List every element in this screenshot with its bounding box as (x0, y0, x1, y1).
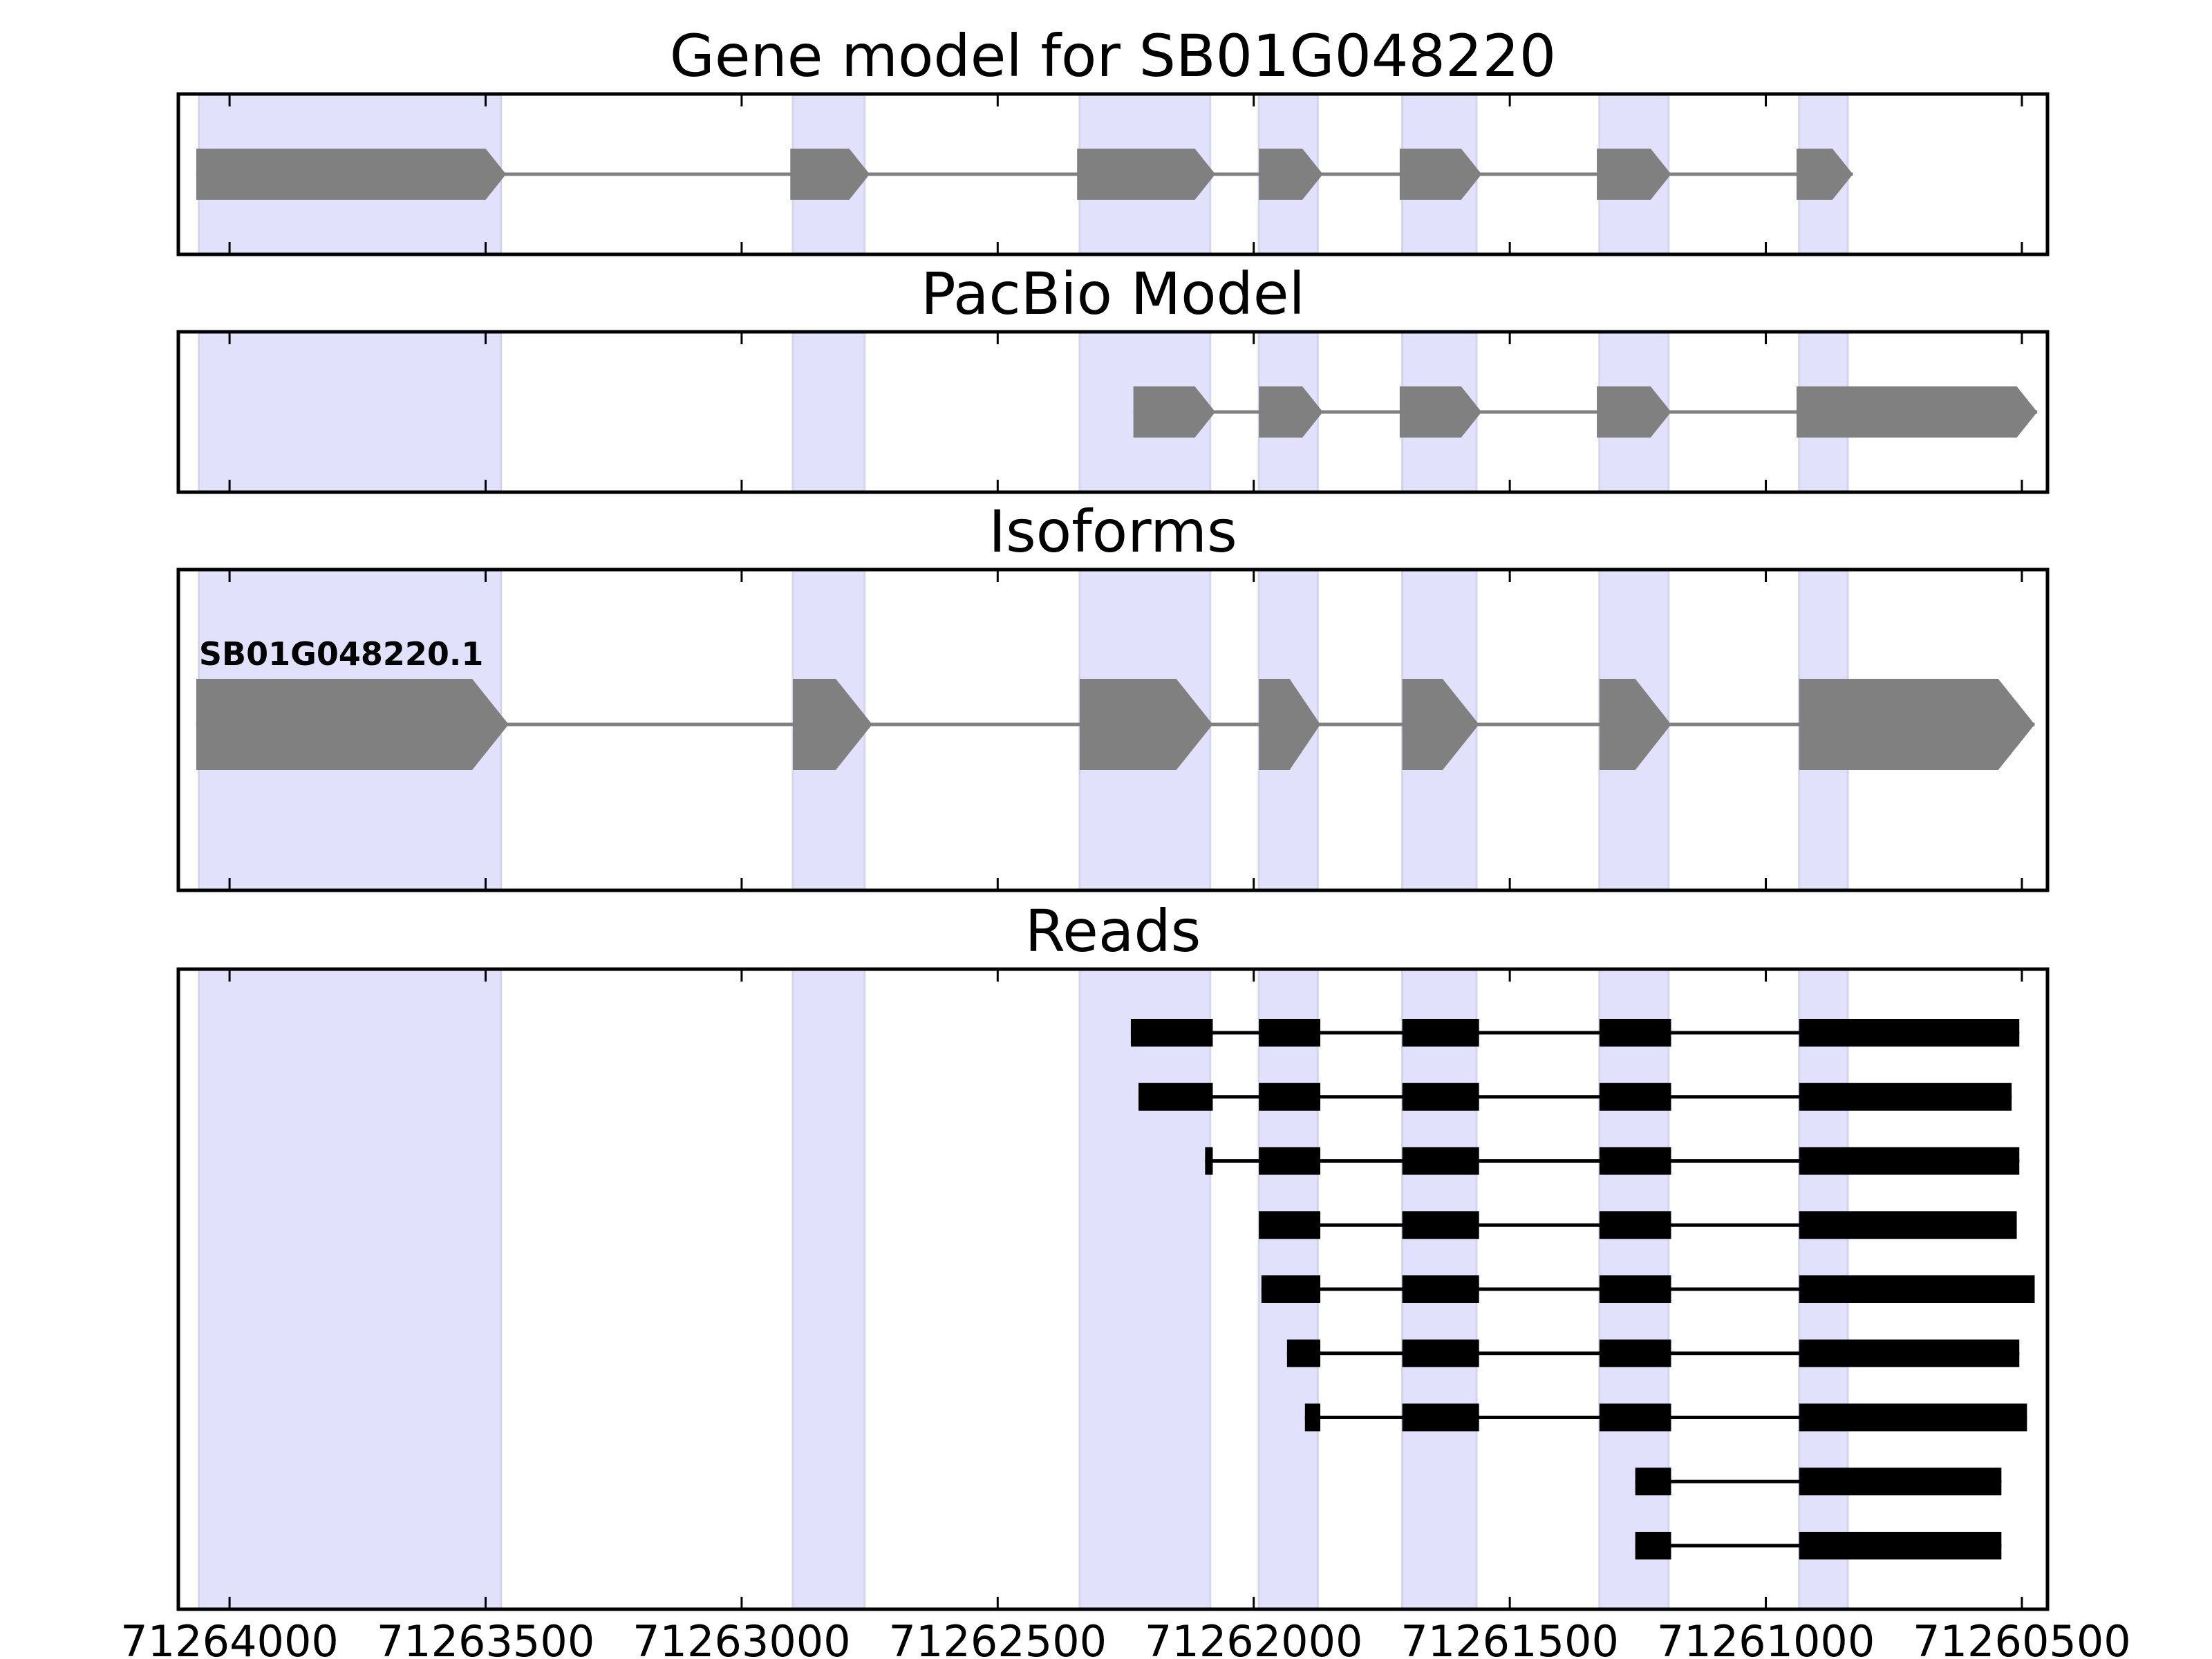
read (1635, 1468, 2002, 1496)
x-tick-label: 71261500 (1400, 1616, 1619, 1659)
read-block (1402, 1019, 1479, 1047)
panel-frame (176, 92, 2050, 256)
read-block (1599, 1339, 1671, 1367)
read-block (1599, 1211, 1671, 1239)
exon (1796, 149, 1853, 200)
read-block (1286, 1339, 1321, 1367)
panel-title: Gene model for SB01G048220 (670, 22, 1556, 90)
panel-1: Gene model for SB01G048220 (176, 22, 2050, 256)
read-block (1138, 1082, 1213, 1111)
read-block (1205, 1147, 1213, 1175)
transcript (1133, 386, 2038, 438)
read-block (1799, 1468, 2002, 1496)
read-block (1799, 1019, 2020, 1047)
exon (1079, 679, 1213, 770)
panel-title: Reads (1025, 897, 1201, 965)
read (1261, 1275, 2035, 1303)
read-block (1402, 1403, 1479, 1432)
read (1138, 1082, 2012, 1111)
exon (1259, 679, 1321, 770)
read-block (1402, 1339, 1479, 1367)
read-block (1402, 1082, 1479, 1111)
x-tick-label: 71263500 (377, 1616, 595, 1659)
read-block (1304, 1403, 1321, 1432)
read-block (1402, 1211, 1479, 1239)
read-block (1799, 1147, 2020, 1175)
read-block (1635, 1532, 1671, 1559)
exon (1796, 386, 2038, 438)
read-block (1259, 1211, 1321, 1239)
read (1286, 1339, 2020, 1367)
exon (196, 679, 509, 770)
read-block (1599, 1082, 1671, 1111)
exon (1259, 149, 1323, 200)
read (1130, 1019, 2020, 1047)
panel-frame (176, 967, 2050, 1611)
exon (1133, 386, 1216, 438)
read-block (1599, 1403, 1671, 1432)
panel-frame (176, 330, 2050, 494)
panel-3: Isoforms SB01G048220.1 (176, 498, 2050, 892)
exon (1597, 149, 1671, 200)
exon-band (791, 330, 866, 494)
read (1304, 1403, 2027, 1432)
x-tick-label: 71262000 (1145, 1616, 1363, 1659)
x-axis: 71264000 71263500 71263000 71262500 71262000… (120, 1616, 2130, 1659)
x-tick-label: 71260500 (1913, 1616, 2131, 1659)
exon (1077, 149, 1216, 200)
read-block (1799, 1275, 2035, 1303)
exon (1599, 679, 1671, 770)
exon (196, 149, 507, 200)
read-block (1261, 1275, 1321, 1303)
transcript (196, 149, 1853, 200)
panel-2: PacBio Model (176, 260, 2050, 494)
isoform-label: SB01G048220.1 (199, 635, 483, 673)
panel-title: Isoforms (988, 498, 1237, 565)
panel-4: Reads (176, 897, 2050, 1611)
read-block (1402, 1275, 1479, 1303)
exon-band (791, 968, 866, 1611)
read-block (1402, 1147, 1479, 1175)
exon (1597, 386, 1671, 438)
x-tick-label: 71264000 (120, 1616, 339, 1659)
exon (1399, 386, 1482, 438)
read (1205, 1147, 2020, 1175)
read-block (1799, 1082, 2012, 1111)
transcript: SB01G048220.1 (196, 635, 2035, 770)
read-block (1799, 1532, 2002, 1559)
read-block (1635, 1468, 1671, 1496)
x-tick-label: 71263000 (632, 1616, 851, 1659)
read-block (1259, 1147, 1321, 1175)
exon-band (1078, 968, 1212, 1611)
read-block (1259, 1082, 1321, 1111)
exon (1799, 679, 2035, 770)
read-block (1599, 1019, 1671, 1047)
read (1259, 1211, 2017, 1239)
read-block (1799, 1339, 2020, 1367)
read-block (1259, 1019, 1321, 1047)
read-block (1599, 1275, 1671, 1303)
exon (792, 679, 872, 770)
exon (790, 149, 870, 200)
x-tick-label: 71261000 (1657, 1616, 1875, 1659)
exon (1259, 386, 1323, 438)
x-tick-label: 71262500 (889, 1616, 1107, 1659)
exon-band (198, 330, 503, 494)
panel-frame (176, 568, 2050, 892)
read-block (1130, 1019, 1213, 1047)
read (1635, 1532, 2002, 1559)
panel-title: PacBio Model (921, 260, 1305, 328)
exon (1399, 149, 1482, 200)
read-block (1599, 1147, 1671, 1175)
exon (1402, 679, 1479, 770)
exon-band (198, 968, 503, 1611)
read-block (1799, 1403, 2027, 1432)
read-block (1799, 1211, 2017, 1239)
